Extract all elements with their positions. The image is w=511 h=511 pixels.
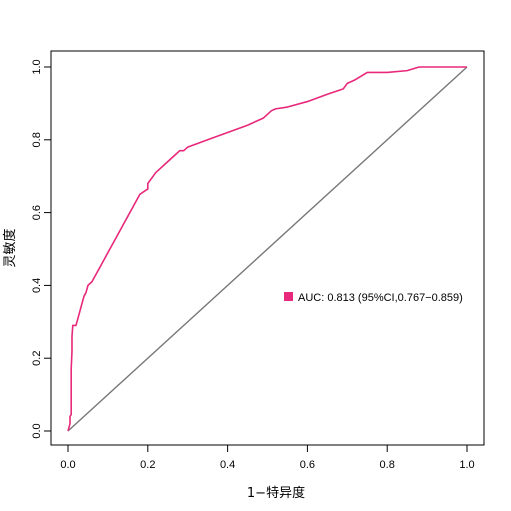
y-tick-label: 1.0	[31, 59, 43, 74]
y-tick-label: 0.0	[31, 423, 43, 438]
x-tick-label: 0.0	[60, 459, 75, 471]
y-axis-title: 灵敏度	[2, 228, 18, 267]
y-tick-label: 0.4	[31, 278, 43, 293]
legend-label: AUC: 0.813 (95%CI,0.767−0.859)	[298, 292, 463, 304]
x-tick-label: 0.6	[300, 459, 315, 471]
legend: AUC: 0.813 (95%CI,0.767−0.859)	[284, 292, 463, 304]
x-tick-label: 1.0	[459, 459, 474, 471]
legend-swatch	[284, 292, 293, 301]
x-axis: 0.0 0.2 0.4 0.6 0.8 1.0	[60, 444, 475, 471]
y-tick-label: 0.2	[31, 351, 43, 366]
x-tick-label: 0.2	[140, 459, 155, 471]
x-tick-label: 0.4	[220, 459, 235, 471]
x-axis-title: 1−特异度	[247, 485, 305, 501]
roc-curve-line	[67, 66, 467, 432]
series-layer	[67, 66, 468, 432]
y-tick-label: 0.8	[31, 132, 43, 147]
y-axis: 0.0 0.2 0.4 0.6 0.8 1.0	[31, 59, 52, 439]
y-tick-label: 0.6	[31, 205, 43, 220]
reference-diagonal-line	[67, 66, 468, 432]
x-tick-label: 0.8	[380, 459, 395, 471]
